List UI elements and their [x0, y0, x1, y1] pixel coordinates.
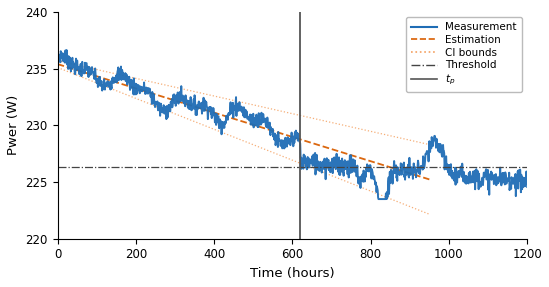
X-axis label: Time (hours): Time (hours): [250, 267, 335, 280]
Y-axis label: Pwer (W): Pwer (W): [7, 95, 20, 156]
Legend: Measurement, Estimation, CI bounds, Threshold, $t_p$: Measurement, Estimation, CI bounds, Thre…: [406, 17, 522, 92]
